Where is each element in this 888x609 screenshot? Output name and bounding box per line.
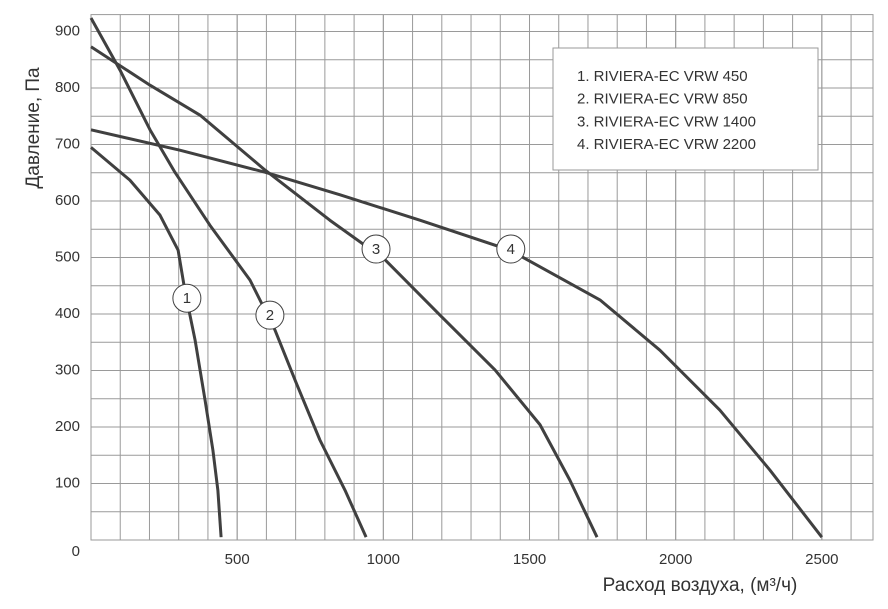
curve-marker	[361, 234, 391, 264]
curve-marker	[255, 300, 285, 330]
legend-box	[552, 47, 819, 171]
y-tick-label: 700	[55, 136, 80, 153]
series-line	[89, 17, 368, 538]
y-tick-label: 600	[55, 192, 80, 209]
y-tick-label: 0	[72, 543, 80, 560]
y-tick-label: 400	[55, 305, 80, 322]
x-tick-label: 500	[225, 551, 250, 568]
legend-label: 2. RIVIERA-EC VRW 850	[577, 91, 748, 108]
curve-label: 4	[507, 241, 515, 258]
y-tick-label: 500	[55, 248, 80, 265]
curve-label: 1	[183, 290, 191, 307]
x-tick-label: 1500	[513, 551, 546, 568]
curve-marker	[496, 234, 526, 264]
y-tick-label: 200	[55, 418, 80, 435]
plot: 1 2 3 4	[89, 17, 824, 539]
legend-label: 3. RIVIERA-EC VRW 1400	[577, 113, 756, 130]
y-tick-label: 900	[55, 23, 80, 40]
legend-label: 4. RIVIERA-EC VRW 2200	[577, 136, 756, 153]
y-tick-label: 300	[55, 361, 80, 378]
series-line	[90, 146, 223, 538]
y-tick-label: 800	[55, 79, 80, 96]
x-tick-label: 2000	[659, 551, 692, 568]
curve-label: 3	[372, 241, 380, 258]
y-tick-label: 100	[55, 474, 80, 491]
x-tick-label: 2500	[805, 551, 838, 568]
x-tick-label: 1000	[367, 551, 400, 568]
y-axis-title: Давление, Па	[23, 67, 44, 189]
legend-label: 1. RIVIERA-EC VRW 450	[577, 68, 748, 85]
curve-label: 2	[266, 307, 274, 324]
curve-marker	[172, 283, 202, 313]
x-axis-title: Расход воздуха, (м³/ч)	[603, 575, 798, 596]
